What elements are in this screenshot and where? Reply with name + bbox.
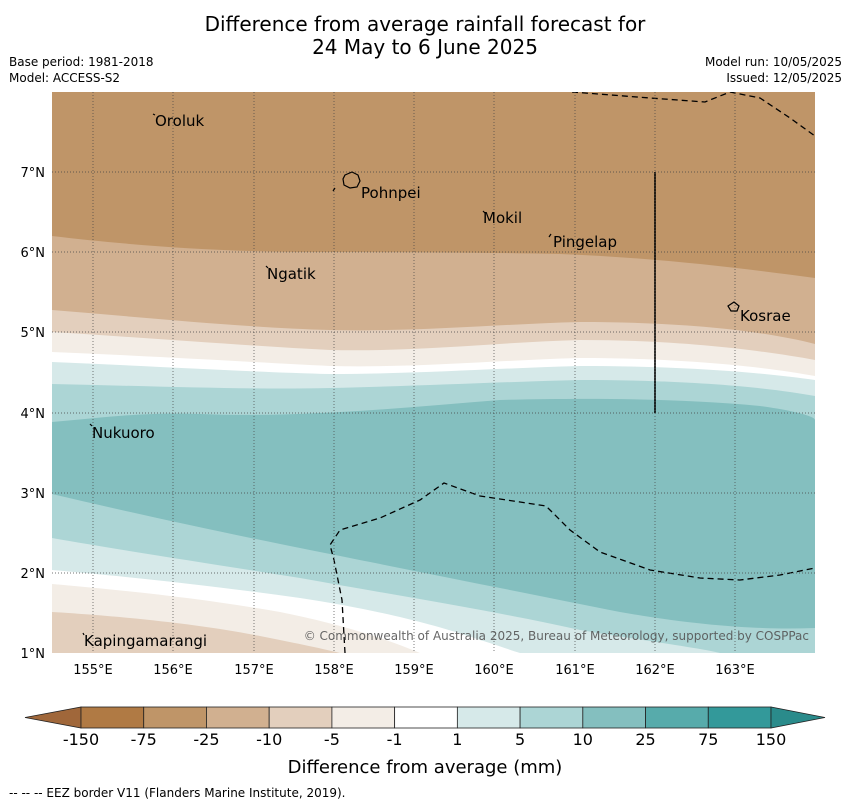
x-tick-158: 158°E: [314, 663, 354, 678]
colorbar-tick-label: -25: [193, 730, 219, 749]
colorbar-segment: [582, 706, 646, 729]
colorbar-tick-label: -5: [324, 730, 340, 749]
y-tick-5n: 5°N: [21, 326, 46, 341]
kosrae-island-outline: [727, 301, 740, 312]
model-run: Model run: 10/05/2025: [704, 55, 842, 69]
x-tick-160: 160°E: [474, 663, 514, 678]
y-tick-7n: 7°N: [21, 166, 46, 181]
label-kosrae: Kosrae: [740, 307, 791, 325]
graticule: [52, 92, 815, 653]
colorbar-segment: [519, 706, 584, 729]
x-tick-157: 157°E: [234, 663, 274, 678]
y-tick-2n: 2°N: [21, 567, 46, 582]
x-tick-161: 161°E: [555, 663, 595, 678]
colorbar-underflow-arrow: [24, 706, 82, 729]
band-neg75: [52, 92, 815, 278]
eez-footnote: -- -- -- EEZ border V11 (Flanders Marine…: [9, 786, 346, 800]
colorbar-segment: [456, 706, 521, 729]
y-tick-4n: 4°N: [21, 407, 46, 422]
colorbar-segment: [143, 706, 207, 729]
band-neg10-south: [52, 612, 340, 653]
x-tick-155: 155°E: [73, 663, 113, 678]
colorbar-segment: [331, 706, 396, 729]
ngatik-atoll: [265, 265, 269, 269]
pohnpei-island-outline: [342, 171, 361, 189]
colorbar-tick-label: 25: [635, 730, 655, 749]
x-tick-159: 159°E: [394, 663, 434, 678]
colorbar-segment: [394, 706, 458, 729]
label-pingelap: Pingelap: [553, 233, 617, 251]
label-pohnpei: Pohnpei: [361, 184, 421, 202]
colorbar-overflow-arrow: [770, 706, 826, 729]
copyright-notice: © Commonwealth of Australia 2025, Bureau…: [304, 629, 809, 643]
y-axis-ticks: 7°N 6°N 5°N 4°N 3°N 2°N 1°N: [21, 166, 46, 662]
oroluk-atoll: [152, 113, 156, 116]
colorbar-tick-label: 10: [573, 730, 593, 749]
colorbar-tick-label: 5: [515, 730, 525, 749]
colorbar-tick-label: -150: [63, 730, 99, 749]
x-tick-156: 156°E: [153, 663, 193, 678]
colorbar-segment: [80, 706, 145, 729]
mokil-atoll: [482, 210, 486, 214]
colorbar-title: Difference from average (mm): [288, 757, 563, 778]
x-tick-163: 163°E: [715, 663, 755, 678]
title-line-1: Difference from average rainfall forecas…: [204, 12, 646, 36]
y-tick-1n: 1°N: [21, 647, 46, 662]
issued-date: Issued: 12/05/2025: [726, 71, 842, 85]
label-nukuoro: Nukuoro: [92, 424, 155, 442]
label-mokil: Mokil: [483, 209, 522, 227]
islands: [82, 113, 740, 636]
colorbar: [24, 706, 826, 729]
colorbar-tick-label: -10: [256, 730, 282, 749]
x-tick-162: 162°E: [635, 663, 675, 678]
kapingamarangi-atoll: [82, 632, 85, 636]
colorbar-tick-label: 1: [452, 730, 462, 749]
colorbar-tick-label: -75: [131, 730, 157, 749]
meta-right: Model run: 10/05/2025 Issued: 12/05/2025: [705, 54, 842, 86]
eez-border-south: [329, 482, 815, 653]
colorbar-tick-label: 150: [756, 730, 787, 749]
colorbar-tick-label: -1: [387, 730, 403, 749]
pingelap-atoll: [548, 233, 552, 238]
nukuoro-atoll: [89, 423, 93, 427]
colorbar-tick-label: 75: [698, 730, 718, 749]
label-ngatik: Ngatik: [267, 265, 316, 283]
colorbar-labels: -150 -75 -25 -10 -5 -1 1 5 10 25 75 150: [63, 730, 786, 749]
label-kapingamarangi: Kapingamarangi: [84, 632, 207, 650]
rainfall-field: Oroluk Pohnpei Mokil Pingelap Ngatik Kos…: [52, 92, 815, 653]
colorbar-segment: [707, 706, 772, 729]
colorbar-segment: [645, 706, 709, 729]
y-tick-6n: 6°N: [21, 246, 46, 261]
base-period: Base period: 1981-2018: [9, 55, 154, 69]
y-tick-3n: 3°N: [21, 487, 46, 502]
x-axis-ticks: 155°E 156°E 157°E 158°E 159°E 160°E 161°…: [73, 663, 755, 678]
label-oroluk: Oroluk: [155, 112, 204, 130]
colorbar-segment: [268, 706, 333, 729]
meta-left: Base period: 1981-2018 Model: ACCESS-S2: [9, 54, 154, 86]
colorbar-segment: [206, 706, 270, 729]
model-name: Model: ACCESS-S2: [9, 71, 121, 85]
map-title: Difference from average rainfall forecas…: [0, 13, 850, 59]
title-line-2: 24 May to 6 June 2025: [312, 35, 538, 59]
pohnpei-islet: [332, 187, 336, 192]
